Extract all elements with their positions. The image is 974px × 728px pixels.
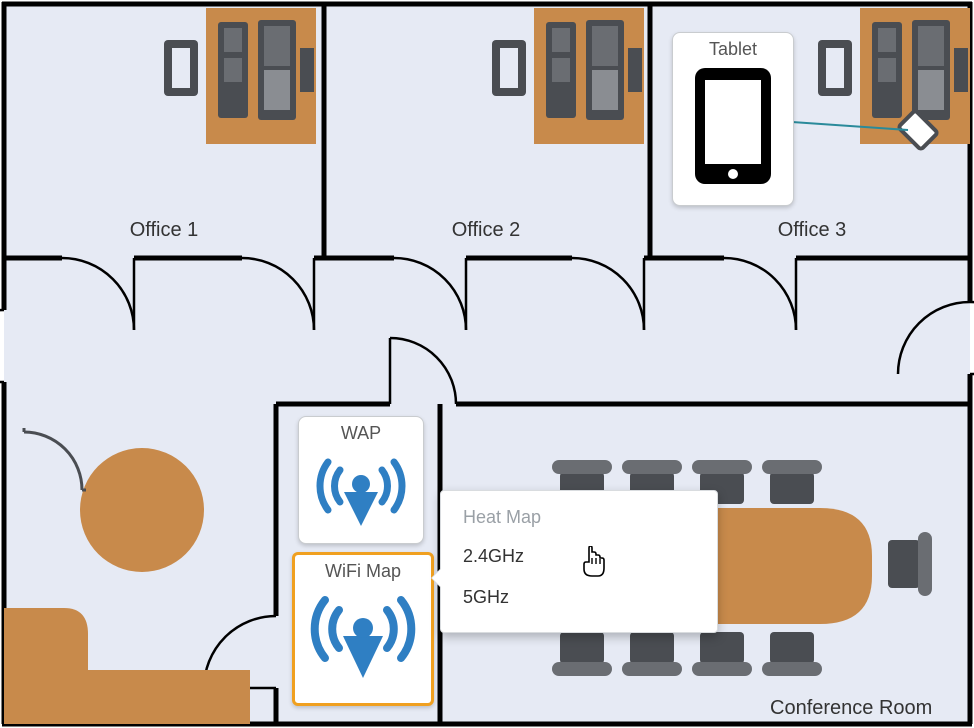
wap-icon <box>306 444 416 534</box>
label-office1: Office 1 <box>130 219 199 241</box>
device-card-wifimap[interactable]: WiFi Map <box>292 552 434 706</box>
menu-item-5ghz[interactable]: 5GHz <box>441 577 717 618</box>
device-label: WAP <box>299 423 423 444</box>
wifimap-icon <box>303 582 423 686</box>
floorplan-canvas: Office 1 Office 2 Office 3 Conference Ro… <box>0 0 974 728</box>
menu-title: Heat Map <box>441 501 717 536</box>
label-office2: Office 2 <box>452 219 521 241</box>
label-office3: Office 3 <box>778 219 847 241</box>
menu-notch <box>432 569 441 587</box>
device-card-wap[interactable]: WAP <box>298 416 424 544</box>
device-card-tablet[interactable]: Tablet <box>672 32 794 206</box>
device-label: WiFi Map <box>295 561 431 582</box>
label-conference: Conference Room <box>770 697 932 719</box>
menu-item-24ghz[interactable]: 2.4GHz <box>441 536 717 577</box>
device-label: Tablet <box>673 39 793 60</box>
tablet-icon <box>685 62 781 190</box>
heatmap-menu: Heat Map 2.4GHz 5GHz <box>440 490 718 633</box>
